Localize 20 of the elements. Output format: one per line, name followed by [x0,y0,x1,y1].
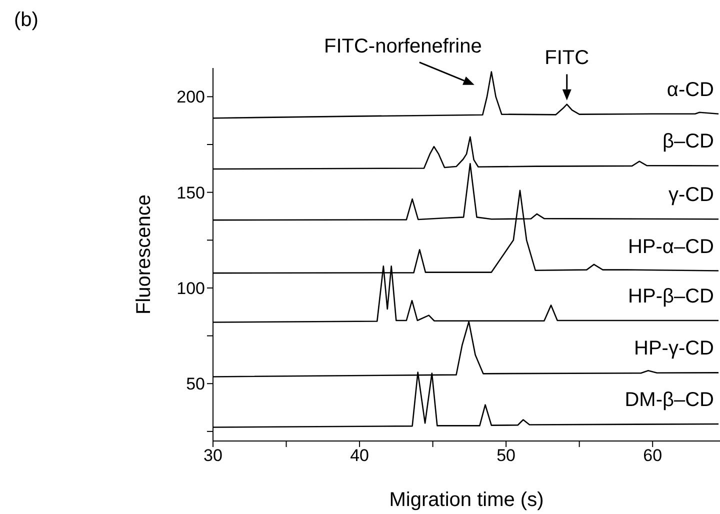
y-tick-label: 200 [176,88,205,107]
y-axis-title: Fluorescence [133,194,156,315]
x-tick-label: 60 [643,446,662,466]
series-label: HP-β–CD [628,285,714,308]
annotation: FITC [544,47,590,70]
x-axis-title: Migration time (s) [389,489,544,511]
annotation: FITC-norfenefrine [324,35,482,58]
series-label: γ-CD [668,184,714,206]
series-label: HP-α–CD [628,236,714,258]
x-tick-label: 40 [350,446,369,466]
x-tick-label: 30 [204,446,222,466]
series-label: α-CD [666,78,714,101]
y-tick-label: 100 [176,279,205,298]
series-label: DM-β–CD [624,388,714,411]
y-tick-label: 50 [186,374,205,394]
x-tick-label: 50 [496,446,516,466]
series-label: β–CD [662,130,714,153]
text: (b) [14,9,38,31]
y-tick-label: 150 [176,183,205,202]
series-label: HP-γ-CD [634,338,714,360]
